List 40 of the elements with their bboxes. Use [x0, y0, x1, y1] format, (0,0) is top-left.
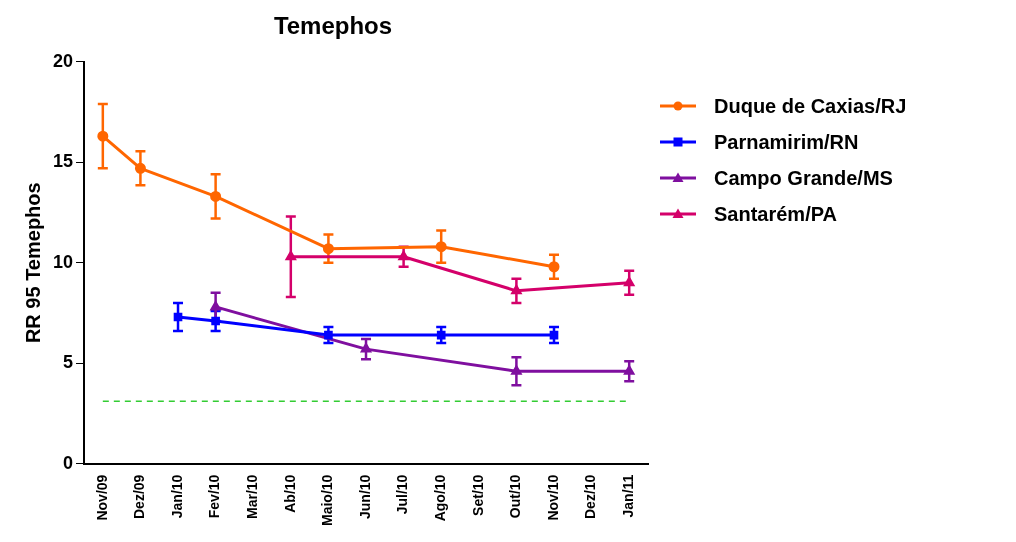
x-tick-label: Nov/09	[93, 474, 110, 521]
x-tick-label: Jun/10	[356, 474, 373, 520]
x-tick-label: Dez/09	[131, 474, 148, 520]
y-tick-label: 0	[63, 452, 74, 473]
y-tick-label: 5	[63, 352, 74, 373]
x-tick-label: Out/10	[507, 474, 524, 519]
point	[548, 261, 560, 273]
legend-label: Santarém/PA	[714, 202, 838, 226]
legend-label: Campo Grande/MS	[714, 166, 893, 190]
point	[511, 365, 522, 375]
point	[285, 251, 296, 261]
x-tick-label: Maio/10	[319, 474, 336, 527]
y-tick-label: 15	[52, 151, 74, 172]
x-tick-label: Fev/10	[206, 474, 223, 519]
point	[134, 162, 146, 174]
chart-title: Temephos	[273, 12, 393, 40]
x-tick-label: Jan/11	[620, 474, 637, 518]
legend-label: Duque de Caxias/RJ	[714, 94, 907, 118]
x-tick-label: Mar/10	[244, 474, 261, 520]
y-axis-title: RR 95 Temephos	[21, 182, 44, 344]
x-tick-label: Ago/10	[432, 474, 449, 522]
y-tick-label: 20	[52, 50, 74, 71]
y-tick-label: 10	[52, 251, 74, 272]
point	[435, 241, 447, 253]
point	[210, 190, 222, 202]
point	[322, 243, 334, 255]
point	[398, 251, 409, 261]
point	[97, 130, 109, 142]
point	[361, 343, 371, 353]
x-tick-label: Dez/10	[582, 474, 599, 520]
x-tick-label: Nov/10	[544, 474, 561, 521]
legend-label: Parnamirim/RN	[714, 130, 859, 154]
x-tick-label: Set/10	[469, 474, 486, 516]
point	[624, 365, 635, 375]
x-tick-label: Jan/10	[168, 474, 185, 519]
point	[210, 301, 221, 311]
x-tick-label: Ab/10	[281, 474, 298, 513]
x-tick-label: Jul/10	[394, 474, 411, 515]
point	[624, 277, 635, 287]
point	[511, 285, 522, 295]
